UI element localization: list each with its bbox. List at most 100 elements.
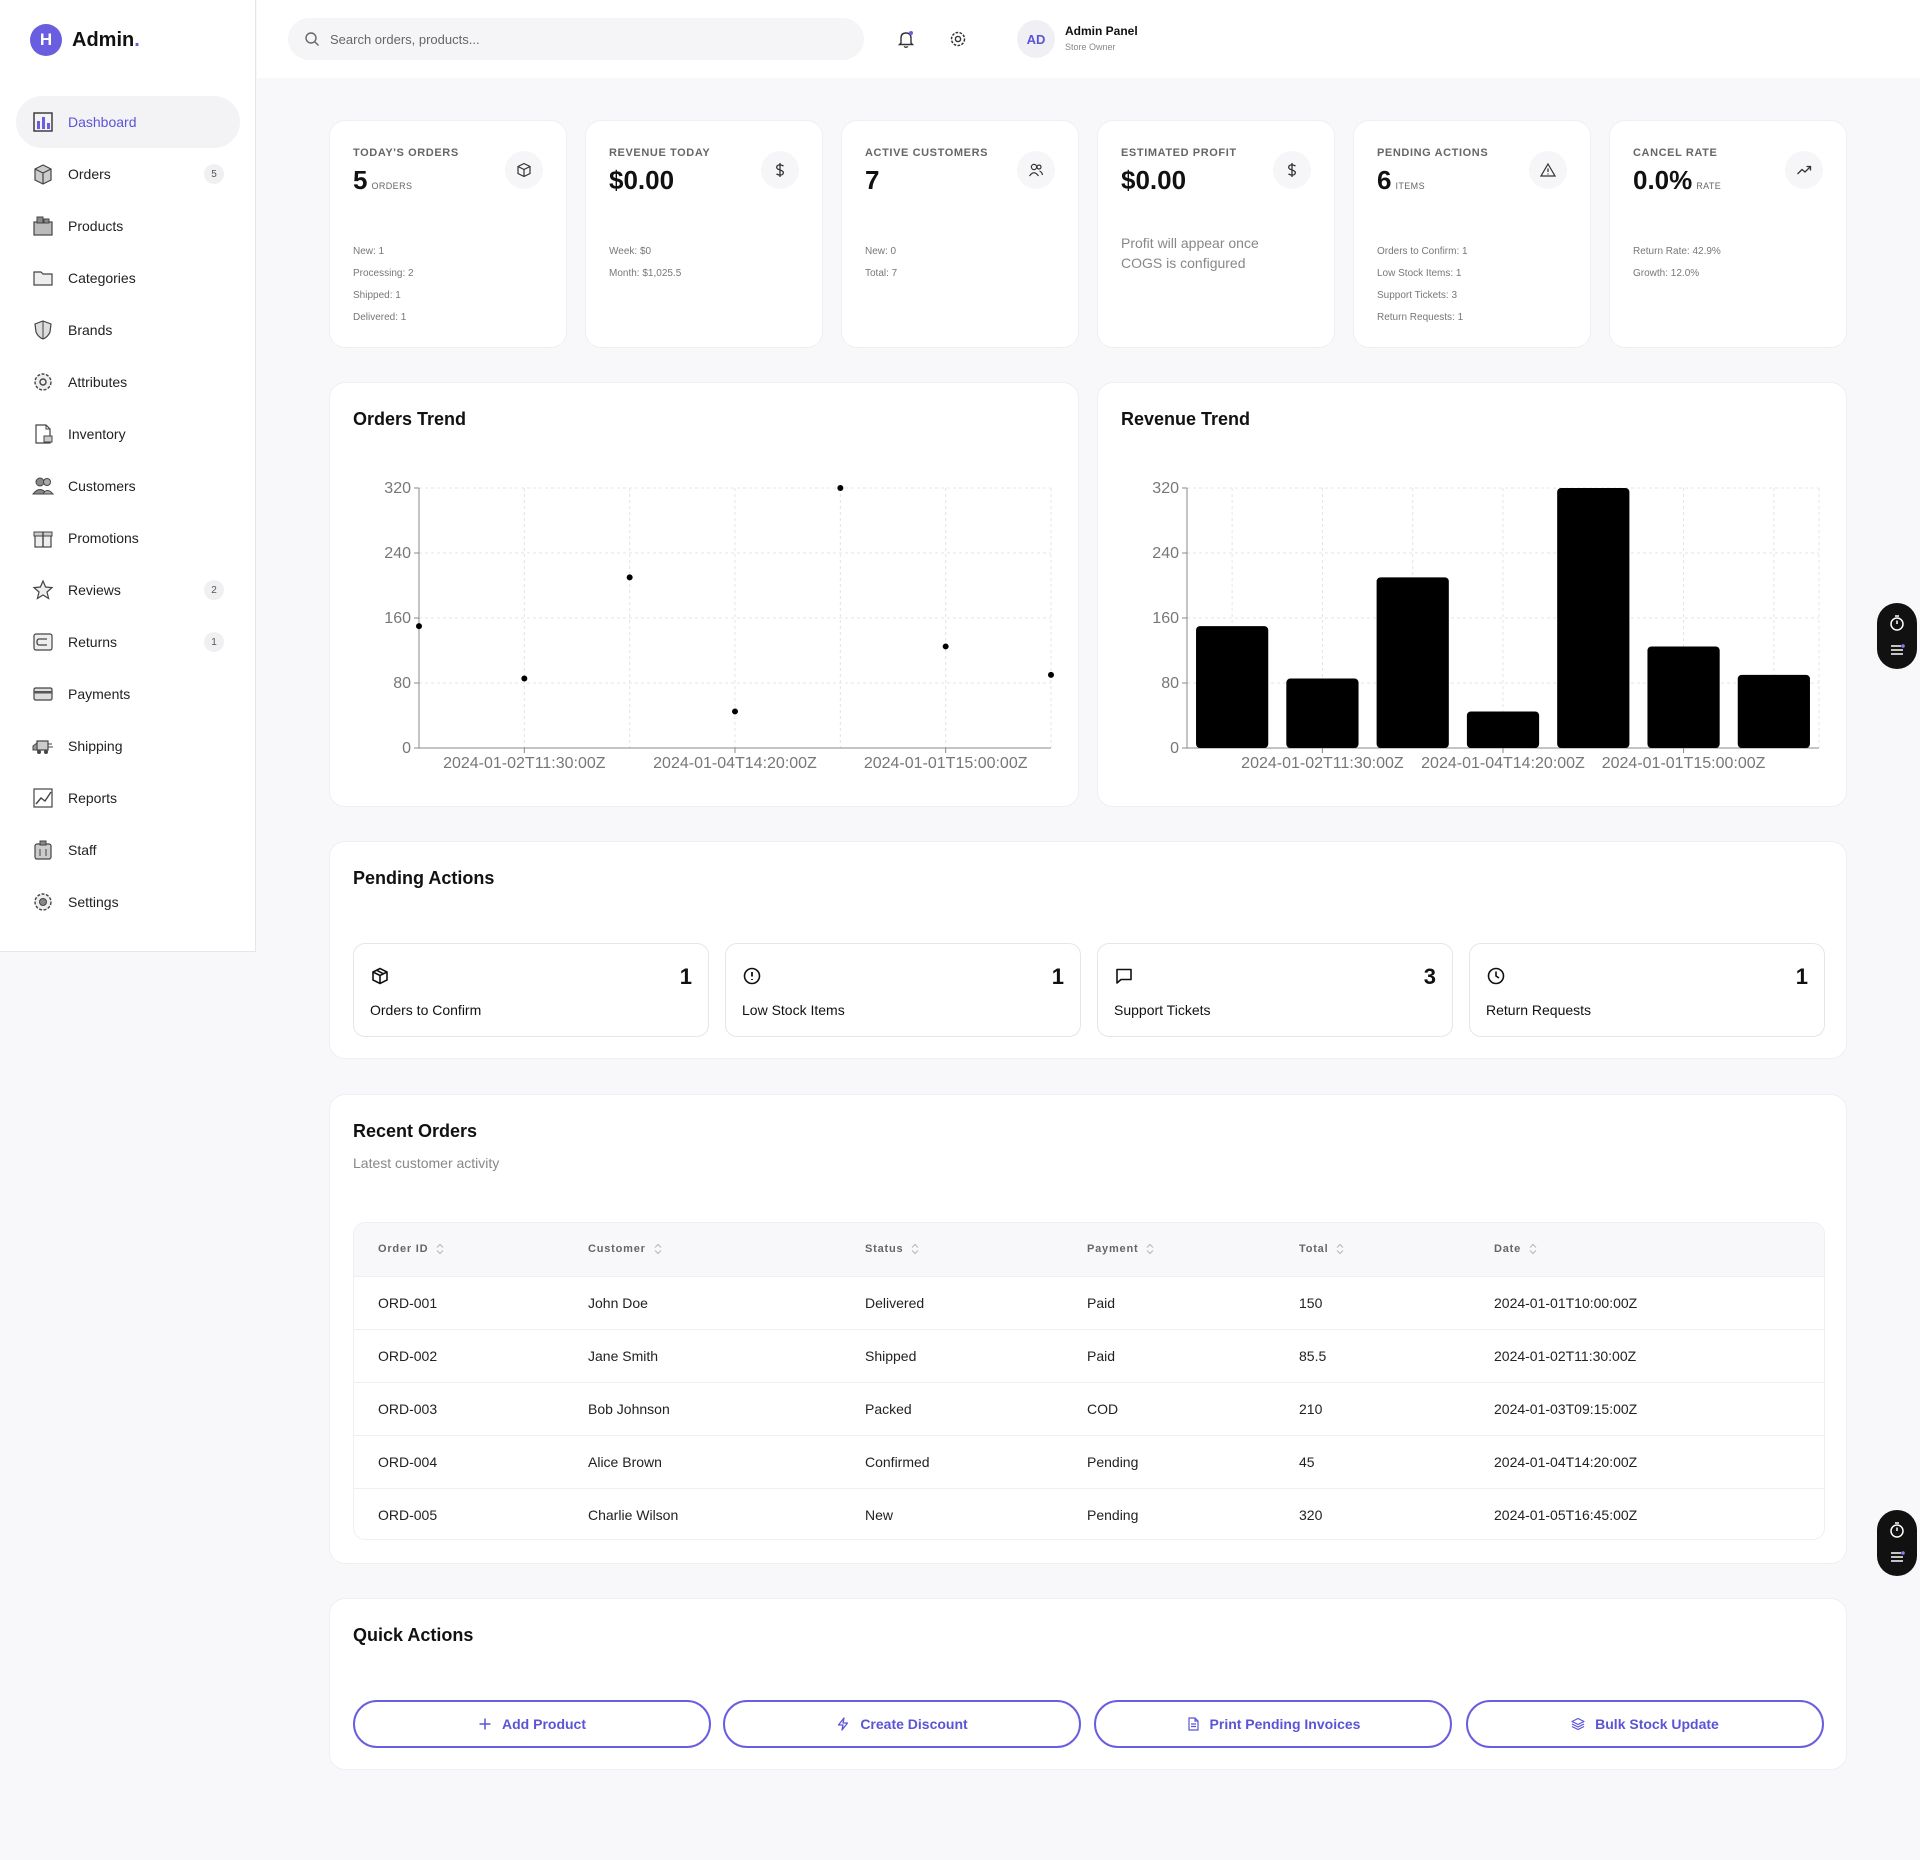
bar [1737, 674, 1810, 748]
sidebar-item-reviews[interactable]: Reviews 2 [16, 564, 240, 616]
cell-status: Packed [865, 1401, 912, 1417]
column-header-payment[interactable]: Payment [1087, 1243, 1154, 1255]
section-title: Quick Actions [353, 1625, 474, 1645]
print-pending-invoices-button[interactable]: Print Pending Invoices [1094, 1700, 1452, 1748]
sidebar-item-payments[interactable]: Payments [16, 668, 240, 720]
stat-card-revenue-today: REVENUE TODAY $0.00 Week: $0 Month: $1,0… [585, 120, 823, 348]
table-row[interactable]: ORD-005 Charlie Wilson New Pending 320 2… [354, 1488, 1824, 1539]
search-bar[interactable] [288, 18, 864, 60]
stat-detail: New: 1 [353, 246, 385, 257]
search-input[interactable] [330, 31, 830, 47]
data-point [732, 708, 738, 715]
message-icon [1116, 968, 1132, 984]
gear-icon [950, 31, 966, 47]
pending-label: Support Tickets [1114, 1002, 1211, 1018]
pending-orders-to-confirm[interactable]: 1 Orders to Confirm [353, 943, 709, 1037]
table-row[interactable]: ORD-001 John Doe Delivered Paid 150 2024… [354, 1276, 1824, 1329]
staff-icon [34, 840, 52, 860]
sidebar-item-customers[interactable]: Customers [16, 460, 240, 512]
stat-detail: Shipped: 1 [353, 290, 401, 301]
dollar-icon [1273, 151, 1311, 189]
sidebar-item-products[interactable]: Products [16, 200, 240, 252]
sidebar-item-dashboard[interactable]: Dashboard [16, 96, 240, 148]
bolt-icon [838, 1717, 849, 1731]
notifications-button[interactable] [887, 20, 925, 58]
x-tick-label: 2024-01-02T11:30:00Z [443, 755, 606, 772]
pending-support-tickets[interactable]: 3 Support Tickets [1097, 943, 1453, 1037]
stat-note: Profit will appear once COGS is configur… [1121, 235, 1259, 271]
cell-status: Shipped [865, 1348, 917, 1364]
floating-widget[interactable] [1877, 603, 1917, 669]
table-row[interactable]: ORD-003 Bob Johnson Packed COD 210 2024-… [354, 1382, 1824, 1435]
cell-customer: John Doe [588, 1295, 648, 1311]
column-header-date[interactable]: Date [1494, 1243, 1537, 1255]
settings-button[interactable] [939, 20, 977, 58]
y-tick-label: 0 [402, 740, 411, 757]
pending-count: 1 [679, 964, 692, 989]
stat-label: PENDING ACTIONS [1377, 147, 1489, 159]
sidebar-item-orders[interactable]: Orders 5 [16, 148, 240, 200]
users-icon [1017, 151, 1055, 189]
quick-actions-card: Quick Actions Add Product Create Discoun… [329, 1598, 1847, 1770]
bell-icon [897, 31, 915, 48]
button-label: Print Pending Invoices [1209, 1716, 1361, 1732]
sidebar-item-staff[interactable]: Staff [16, 824, 240, 876]
stat-detail: Delivered: 1 [353, 312, 407, 323]
pending-low-stock-items[interactable]: 1 Low Stock Items [725, 943, 1081, 1037]
avatar[interactable]: AD [1017, 20, 1055, 58]
stat-label: TODAY'S ORDERS [353, 147, 459, 159]
x-tick-label: 2024-01-04T14:20:00Z [653, 755, 817, 772]
pending-label: Return Requests [1486, 1002, 1592, 1018]
floating-widget[interactable] [1877, 1510, 1917, 1576]
column-header-total[interactable]: Total [1299, 1243, 1344, 1255]
data-point [521, 675, 528, 682]
stat-card-active-customers: ACTIVE CUSTOMERS 7 New: 0 Total: 7 [841, 120, 1079, 348]
bar [1466, 711, 1540, 748]
brand-logo[interactable]: H Admin. [30, 24, 140, 56]
sidebar-item-shipping[interactable]: Shipping [16, 720, 240, 772]
stat-value: $0.00 [609, 165, 675, 195]
logo-badge: H [30, 24, 62, 56]
sidebar-item-settings[interactable]: Settings [16, 876, 240, 928]
x-tick-label: 2024-01-02T11:30:00Z [1241, 755, 1404, 772]
add-product-button[interactable]: Add Product [353, 1700, 711, 1748]
stat-unit: ITEMS [1395, 181, 1425, 191]
sidebar-item-reports[interactable]: Reports [16, 772, 240, 824]
stat-label: CANCEL RATE [1633, 147, 1718, 159]
sidebar-item-inventory[interactable]: Inventory [16, 408, 240, 460]
table-header: Order ID Customer Status Payment Total D… [354, 1223, 1824, 1276]
cell-order-id: ORD-003 [378, 1401, 438, 1417]
column-header-customer[interactable]: Customer [588, 1243, 662, 1255]
stat-value: 5 [353, 165, 368, 195]
pending-return-requests[interactable]: 1 Return Requests [1469, 943, 1825, 1037]
cell-date: 2024-01-03T09:15:00Z [1494, 1401, 1638, 1417]
sidebar-item-categories[interactable]: Categories [16, 252, 240, 304]
sidebar-item-promotions[interactable]: Promotions [16, 512, 240, 564]
bar [1376, 577, 1449, 748]
cell-total: 85.5 [1299, 1348, 1327, 1364]
sort-icon [436, 1243, 444, 1255]
data-point [1048, 671, 1054, 678]
create-discount-button[interactable]: Create Discount [723, 1700, 1081, 1748]
column-header-order-id[interactable]: Order ID [378, 1243, 444, 1255]
y-tick-label: 80 [393, 675, 411, 692]
sidebar-item-attributes[interactable]: Attributes [16, 356, 240, 408]
folder-icon [33, 271, 53, 286]
cell-customer: Jane Smith [588, 1348, 659, 1364]
cell-payment: Paid [1087, 1295, 1116, 1311]
bulk-stock-update-button[interactable]: Bulk Stock Update [1466, 1700, 1824, 1748]
sidebar: H Admin. Dashboard Orders 5 Products Cat… [0, 0, 256, 952]
stat-detail: Return Requests: 1 [1377, 312, 1464, 323]
user-name: Admin Panel [1065, 24, 1138, 38]
sidebar-item-label: Orders [68, 166, 111, 182]
stat-detail: Return Rate: 42.9% [1633, 246, 1721, 257]
cell-order-id: ORD-002 [378, 1348, 438, 1364]
count-badge: 1 [204, 632, 224, 652]
cell-payment: Pending [1087, 1507, 1139, 1523]
sidebar-item-brands[interactable]: Brands [16, 304, 240, 356]
table-row[interactable]: ORD-004 Alice Brown Confirmed Pending 45… [354, 1435, 1824, 1488]
table-row[interactable]: ORD-002 Jane Smith Shipped Paid 85.5 202… [354, 1329, 1824, 1382]
sidebar-item-returns[interactable]: Returns 1 [16, 616, 240, 668]
box-icon [372, 967, 388, 985]
column-header-status[interactable]: Status [865, 1243, 919, 1255]
